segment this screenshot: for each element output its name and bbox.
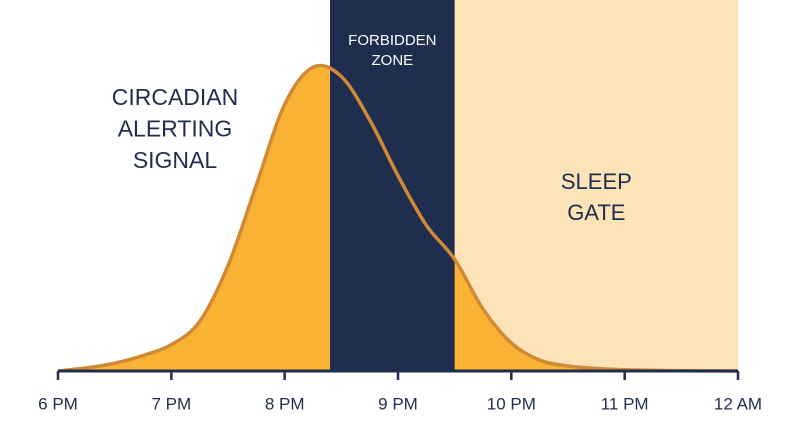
annotation: ALERTING [118,116,233,142]
annotation: SIGNAL [133,147,218,173]
x-tick-label: 6 PM [38,394,78,413]
region-label: GATE [567,200,625,225]
region-label: SLEEP [561,169,632,194]
x-tick-label: 8 PM [265,394,305,413]
x-tick-label: 7 PM [151,394,191,413]
region [454,0,738,371]
curve [57,63,739,373]
region-label: FORBIDDEN [348,32,436,49]
annotation: CIRCADIAN [112,84,239,110]
x-tick-label: 10 PM [487,394,536,413]
x-tick-label: 9 PM [378,394,418,413]
region [330,0,455,371]
region-label: ZONE [371,52,413,69]
x-tick-label: 11 PM [601,394,649,413]
x-tick-label: 12 AM [714,394,762,413]
